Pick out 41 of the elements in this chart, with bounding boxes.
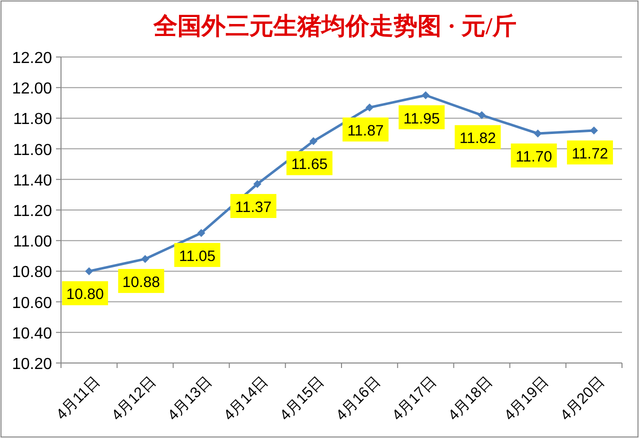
y-tick-label: 11.00	[13, 234, 52, 251]
data-label: 10.88	[122, 274, 160, 291]
point	[534, 130, 542, 138]
data-label: 11.95	[403, 110, 440, 128]
data-label: 11.72	[572, 145, 608, 162]
y-tick-label: 11.40	[13, 172, 52, 190]
data-label: 11.05	[179, 248, 216, 265]
point	[197, 228, 206, 237]
y-tick-label: 12.00	[12, 80, 52, 98]
y-tick-label: 11.60	[13, 142, 52, 159]
y-tick-label: 10.80	[12, 264, 52, 282]
x-tick-label: 4月12日	[108, 373, 160, 424]
x-tick-label: 4月19日	[501, 373, 552, 424]
y-tick-label: 11.20	[13, 203, 52, 220]
x-tick-label: 4月18日	[445, 373, 496, 424]
x-tick-label: 4月13日	[164, 373, 216, 424]
y-tick-label: 10.60	[12, 294, 52, 312]
x-tick-label: 4月15日	[276, 373, 328, 424]
chart-title: 全国外三元生猪均价走势图 · 元/斤	[152, 13, 516, 40]
point	[141, 254, 150, 263]
y-tick-label: 12.20	[12, 50, 52, 67]
data-label: 11.37	[235, 198, 272, 216]
x-tick-label: 4月14日	[220, 373, 272, 424]
y-tick-label: 10.40	[12, 325, 52, 342]
point	[253, 180, 262, 188]
point	[85, 267, 94, 276]
data-label: 11.65	[291, 156, 328, 174]
y-tick-label: 10.20	[12, 356, 52, 373]
data-label: 10.80	[66, 286, 104, 304]
point	[422, 91, 430, 100]
x-tick-label: 4月11日	[53, 373, 104, 424]
data-label: 11.82	[460, 130, 496, 148]
x-tick-label: 4月17日	[388, 373, 440, 424]
point	[478, 111, 486, 120]
point	[309, 137, 318, 146]
y-tick-label: 11.80	[13, 111, 52, 128]
point	[366, 103, 374, 112]
data-label: 11.70	[516, 148, 552, 166]
data-label: 11.87	[347, 122, 384, 140]
x-tick-label: 4月20日	[557, 373, 608, 424]
x-tick-label: 4月16日	[332, 373, 384, 424]
